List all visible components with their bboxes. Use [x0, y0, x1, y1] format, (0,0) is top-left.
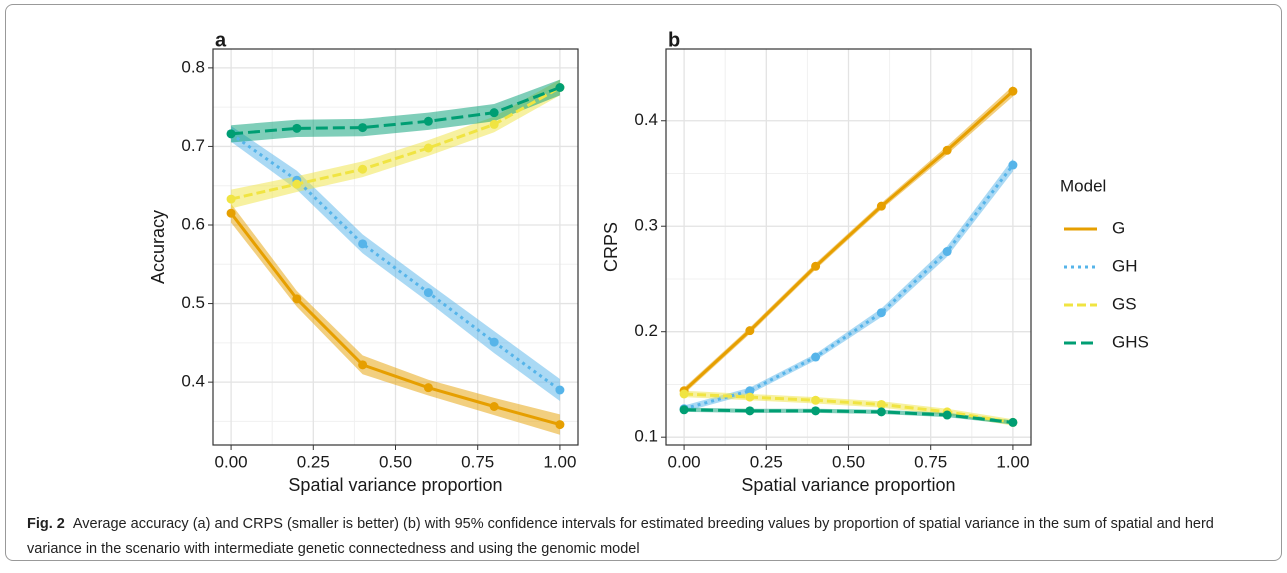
y-axis-label: Accuracy — [148, 210, 168, 284]
point — [745, 326, 755, 336]
point — [745, 386, 755, 396]
y-axis-label: CRPS — [601, 222, 621, 272]
series-line — [683, 90, 1014, 392]
legend-label: GHS — [1112, 332, 1149, 351]
point — [1008, 417, 1018, 427]
x-tick-label: 0.50 — [832, 452, 865, 471]
point — [423, 143, 433, 153]
point — [358, 360, 368, 370]
point — [358, 239, 368, 249]
point — [745, 392, 755, 402]
point — [811, 352, 821, 362]
point — [679, 405, 689, 415]
legend-label: GH — [1112, 256, 1138, 275]
y-tick-label: 0.5 — [181, 293, 205, 312]
point — [876, 399, 886, 409]
y-tick-label: 0.4 — [181, 372, 205, 391]
point — [745, 406, 755, 416]
x-tick-label: 0.75 — [914, 452, 947, 471]
point — [876, 407, 886, 417]
point — [811, 395, 821, 405]
point — [811, 261, 821, 271]
panel-label: a — [215, 29, 227, 51]
point — [876, 201, 886, 211]
confidence-band — [231, 203, 560, 435]
x-tick-label: 0.00 — [668, 452, 701, 471]
y-tick-label: 0.3 — [634, 216, 658, 235]
point — [226, 208, 236, 218]
point — [292, 123, 302, 133]
panel-border — [212, 48, 579, 446]
point — [942, 247, 952, 257]
x-axis-label: Spatial variance proportion — [741, 475, 955, 495]
series-line — [230, 86, 561, 201]
point — [226, 194, 236, 204]
series-line — [230, 132, 561, 392]
point — [489, 337, 499, 347]
x-tick-label: 1.00 — [543, 452, 576, 471]
point — [811, 406, 821, 416]
confidence-band — [231, 79, 560, 143]
x-tick-label: 0.25 — [297, 452, 330, 471]
series-line — [229, 212, 561, 427]
y-tick-label: 0.7 — [181, 136, 205, 155]
y-tick-label: 0.4 — [634, 110, 658, 129]
point — [358, 164, 368, 174]
point — [1008, 86, 1018, 96]
series-line — [683, 164, 1015, 411]
point — [876, 308, 886, 318]
point — [679, 389, 689, 399]
legend-label: G — [1112, 218, 1125, 237]
point — [489, 108, 499, 118]
legend-title: Model — [1060, 176, 1106, 195]
point — [423, 288, 433, 298]
series-line — [684, 392, 1014, 424]
y-tick-label: 0.1 — [634, 427, 658, 446]
point — [1008, 160, 1018, 170]
x-tick-label: 0.50 — [379, 452, 412, 471]
x-tick-label: 0.75 — [461, 452, 494, 471]
point — [423, 383, 433, 393]
point — [292, 294, 302, 304]
figure: 0.4 0.5 0.6 0.7 0.8 0.00 0.25 0.50 0.75 1.00 a Spat… — [5, 4, 1282, 561]
caption-label: Fig. 2 — [27, 516, 65, 532]
charts: 0.4 0.5 0.6 0.7 0.8 0.00 0.25 0.50 0.75 1.00 a Spat… — [148, 29, 1149, 495]
point — [555, 385, 565, 395]
x-tick-label: 0.00 — [215, 452, 248, 471]
x-axis-label: Spatial variance proportion — [288, 475, 502, 495]
y-tick-label: 0.6 — [181, 214, 205, 233]
confidence-band — [684, 407, 1013, 425]
point — [423, 116, 433, 126]
point — [226, 129, 236, 139]
point — [942, 410, 952, 420]
point — [489, 119, 499, 129]
point — [358, 123, 368, 133]
panel-label: b — [668, 29, 680, 51]
point — [489, 402, 499, 411]
caption-text: Average accuracy (a) and CRPS (smaller i… — [27, 516, 1214, 557]
x-tick-label: 0.25 — [750, 452, 783, 471]
confidence-band — [684, 390, 1013, 426]
point — [942, 145, 952, 155]
y-tick-label: 0.2 — [634, 321, 658, 340]
point — [292, 179, 302, 189]
confidence-band — [231, 126, 560, 401]
series-line — [230, 86, 561, 136]
caption: Fig. 2 Average accuracy (a) and CRPS (sma… — [27, 512, 1257, 560]
y-tick-label: 0.8 — [181, 57, 205, 76]
legend-label: GS — [1112, 294, 1137, 313]
confidence-band — [231, 79, 560, 209]
series-line — [684, 408, 1014, 424]
panel-border — [665, 48, 1032, 446]
x-tick-label: 1.00 — [996, 452, 1029, 471]
point — [555, 83, 565, 92]
point — [555, 420, 565, 430]
